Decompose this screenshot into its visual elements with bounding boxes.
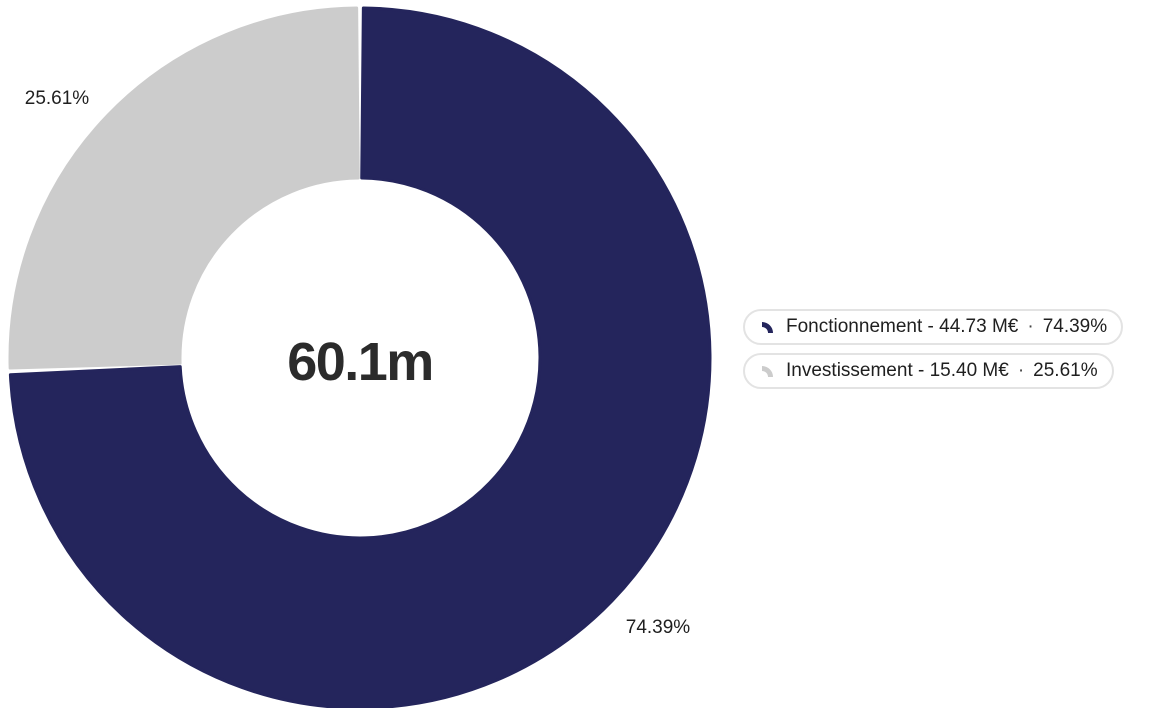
legend-item-label: Investissement - 15.40 M€: [786, 360, 1009, 381]
legend-separator: ·: [1027, 316, 1034, 337]
legend-item-label: Fonctionnement - 44.73 M€: [786, 316, 1019, 337]
legend-item-percent: 25.61%: [1033, 360, 1098, 381]
legend-item-investissement[interactable]: Investissement - 15.40 M€ · 25.61%: [743, 353, 1114, 389]
slice-investissement[interactable]: [8, 6, 360, 370]
slice-fonctionnement-icon: [762, 322, 773, 333]
legend-separator: ·: [1017, 360, 1025, 381]
legend-item-fonctionnement[interactable]: Fonctionnement - 44.73 M€ · 74.39%: [743, 309, 1124, 345]
slices-group: 74.39% 25.61%: [8, 6, 712, 708]
legend: Fonctionnement - 44.73 M€ · 74.39% Inves…: [743, 309, 1124, 389]
legend-item-percent: 74.39%: [1042, 316, 1108, 337]
center-total-label: 60.1m: [287, 332, 433, 392]
slice-investissement-icon: [762, 366, 773, 377]
slice-percent-label: 74.39%: [626, 617, 691, 638]
slice-fonctionnement[interactable]: [8, 6, 712, 708]
slice-percent-label: 25.61%: [25, 88, 90, 109]
